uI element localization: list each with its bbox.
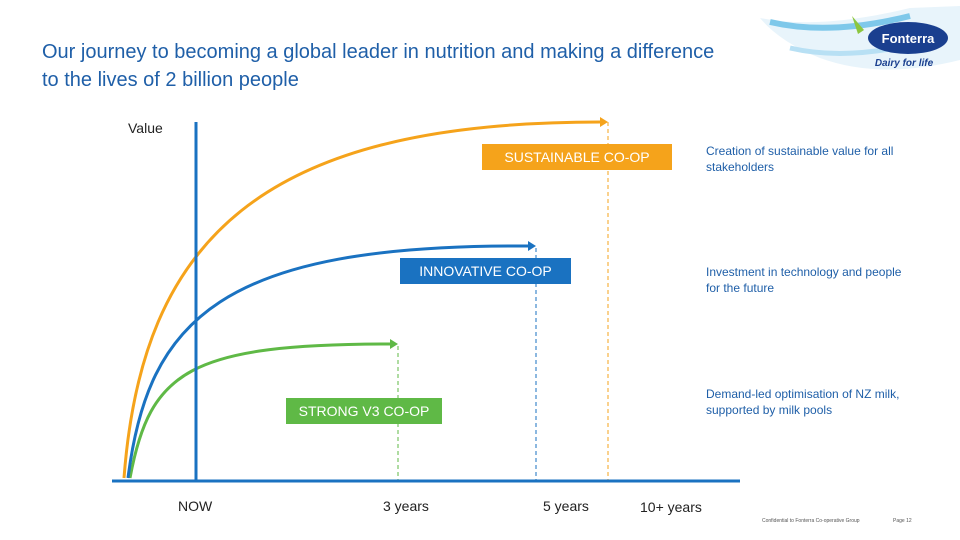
stage-box-innovative: INNOVATIVE CO-OP (400, 258, 571, 284)
stage-box-sustainable: SUSTAINABLE CO-OP (482, 144, 672, 170)
x-label-10-years: 10+ years (640, 499, 702, 515)
x-label-5-years: 5 years (543, 498, 589, 514)
curve-innovative-arrow (528, 241, 536, 251)
stage-description-sustainable: Creation of sustainable value for all st… (706, 144, 894, 174)
x-label-3-years: 3 years (383, 498, 429, 514)
curve-strong-arrow (390, 339, 398, 349)
stage-description-strong: Demand-led optimisation of NZ milk, supp… (706, 387, 900, 417)
footer-org: Confidential to Fonterra Co-operative Gr… (762, 518, 860, 524)
logo-tagline: Dairy for life (875, 58, 934, 69)
stage-box-strong: STRONG V3 CO-OP (286, 398, 442, 424)
title-line-1: Our journey to becoming a global leader … (42, 41, 715, 63)
curve-sustainable (122, 120, 601, 479)
stage-description-innovative: Investment in technology and people for … (706, 265, 902, 295)
slide-title: Our journey to becoming a global leader … (42, 38, 832, 94)
x-label-now: NOW (178, 498, 213, 514)
curve-sustainable-arrow (600, 117, 608, 127)
curve-innovative (126, 244, 529, 479)
logo-brand: Fonterra (882, 31, 936, 46)
fonterra-logo-icon: Fonterra Dairy for life (760, 6, 960, 70)
y-axis-label: Value (128, 120, 163, 136)
title-line-2: to the lives of 2 billion people (42, 69, 299, 91)
footer-page-number: Page 12 (893, 518, 912, 524)
curve-strong (128, 342, 393, 479)
